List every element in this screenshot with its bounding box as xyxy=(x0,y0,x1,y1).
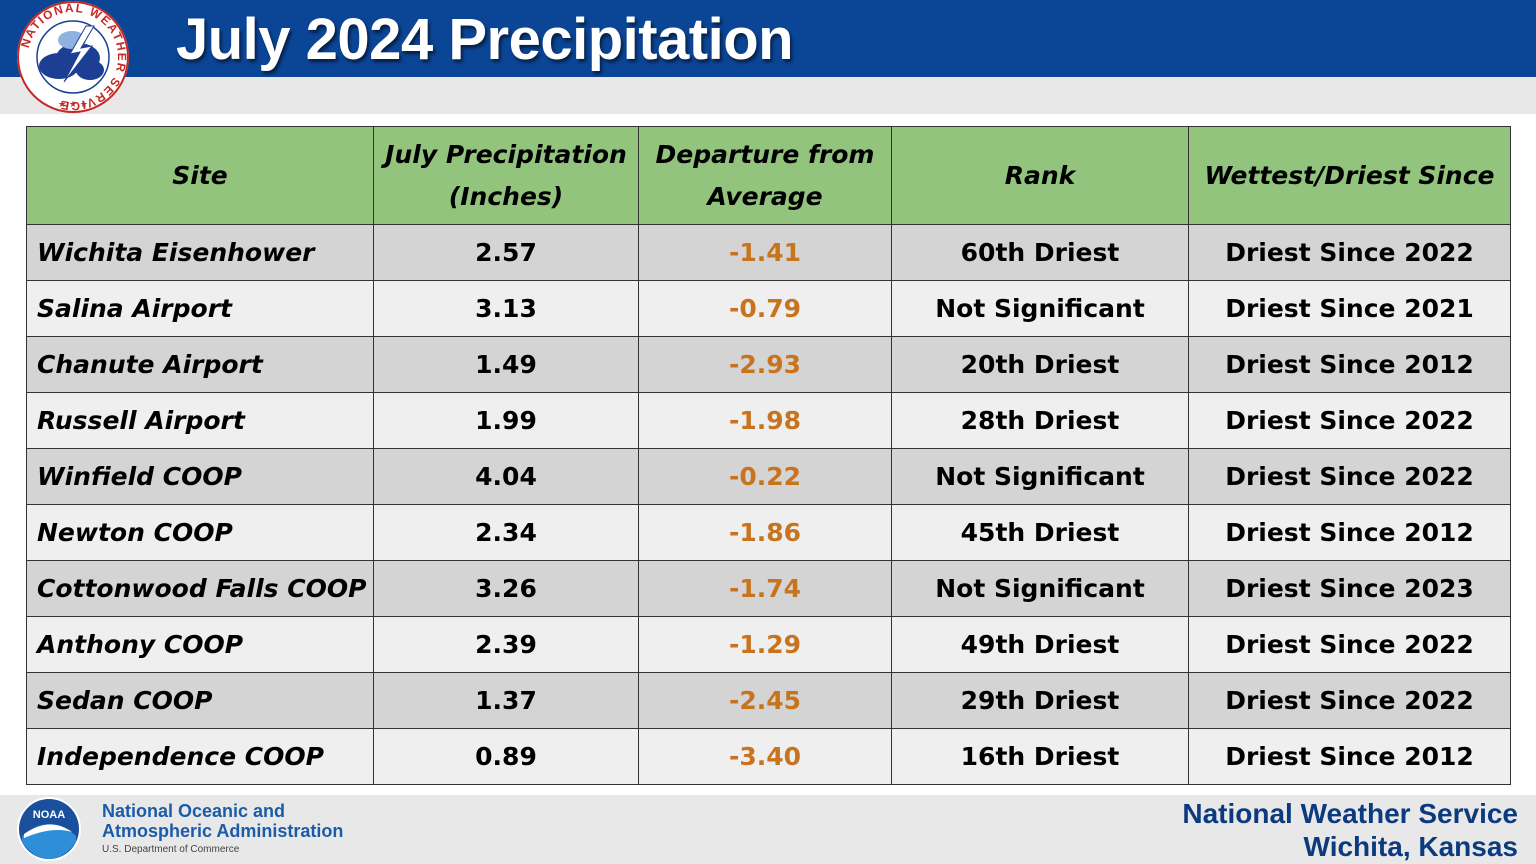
rank-cell: Not Significant xyxy=(891,448,1189,505)
since-cell: Driest Since 2012 xyxy=(1188,728,1511,785)
site-cell: Independence COOP xyxy=(26,728,374,785)
noaa-logo-icon: NOAA xyxy=(17,797,81,861)
column-header-rank: Rank xyxy=(891,126,1189,225)
column-header-departure: Departure from Average xyxy=(638,126,892,225)
precipitation-cell: 0.89 xyxy=(373,728,639,785)
precipitation-cell: 2.39 xyxy=(373,616,639,673)
site-cell: Wichita Eisenhower xyxy=(26,224,374,281)
noaa-name-line1: National Oceanic and xyxy=(102,801,286,821)
rank-cell: Not Significant xyxy=(891,280,1189,337)
nws-logo-icon: NATIONAL WEATHER SERVICE ★ ★ ★ xyxy=(17,1,129,113)
office-name-line1: National Weather Service xyxy=(1182,798,1518,829)
svg-text:NOAA: NOAA xyxy=(33,809,65,821)
table-row: Chanute Airport 1.49 -2.93 20th Driest D… xyxy=(26,336,1511,393)
site-cell: Sedan COOP xyxy=(26,672,374,729)
footer-bar xyxy=(0,795,1536,864)
site-cell: Winfield COOP xyxy=(26,448,374,505)
table-row: Cottonwood Falls COOP 3.26 -1.74 Not Sig… xyxy=(26,560,1511,617)
departure-cell: -1.29 xyxy=(638,616,892,673)
table-row: Salina Airport 3.13 -0.79 Not Significan… xyxy=(26,280,1511,337)
departure-cell: -2.45 xyxy=(638,672,892,729)
rank-cell: 16th Driest xyxy=(891,728,1189,785)
table-row: Russell Airport 1.99 -1.98 28th Driest D… xyxy=(26,392,1511,449)
table-row: Wichita Eisenhower 2.57 -1.41 60th Dries… xyxy=(26,224,1511,281)
rank-cell: 28th Driest xyxy=(891,392,1189,449)
rank-cell: 20th Driest xyxy=(891,336,1189,393)
rank-cell: 45th Driest xyxy=(891,504,1189,561)
noaa-name: National Oceanic and Atmospheric Adminis… xyxy=(102,801,343,841)
departure-cell: -2.93 xyxy=(638,336,892,393)
precipitation-table-container: Site July Precipitation (Inches) Departu… xyxy=(26,126,1511,785)
rank-cell: 49th Driest xyxy=(891,616,1189,673)
since-cell: Driest Since 2021 xyxy=(1188,280,1511,337)
svg-text:★ ★ ★: ★ ★ ★ xyxy=(58,100,88,110)
precipitation-cell: 1.49 xyxy=(373,336,639,393)
table-header-row: Site July Precipitation (Inches) Departu… xyxy=(26,126,1511,225)
header-strip xyxy=(0,77,1536,114)
column-header-site: Site xyxy=(26,126,374,225)
since-cell: Driest Since 2022 xyxy=(1188,224,1511,281)
since-cell: Driest Since 2022 xyxy=(1188,672,1511,729)
since-cell: Driest Since 2012 xyxy=(1188,336,1511,393)
office-location: Wichita, Kansas xyxy=(1303,831,1518,862)
table-row: Winfield COOP 4.04 -0.22 Not Significant… xyxy=(26,448,1511,505)
table-row: Newton COOP 2.34 -1.86 45th Driest Dries… xyxy=(26,504,1511,561)
precipitation-cell: 4.04 xyxy=(373,448,639,505)
header-bar xyxy=(0,0,1536,77)
precipitation-cell: 3.13 xyxy=(373,280,639,337)
since-cell: Driest Since 2023 xyxy=(1188,560,1511,617)
column-header-precipitation: July Precipitation (Inches) xyxy=(373,126,639,225)
precipitation-cell: 1.37 xyxy=(373,672,639,729)
site-cell: Cottonwood Falls COOP xyxy=(26,560,374,617)
precipitation-cell: 2.57 xyxy=(373,224,639,281)
departure-cell: -1.41 xyxy=(638,224,892,281)
noaa-department: U.S. Department of Commerce xyxy=(102,844,240,855)
precipitation-table: Site July Precipitation (Inches) Departu… xyxy=(26,126,1511,785)
departure-cell: -1.98 xyxy=(638,392,892,449)
page-title: July 2024 Precipitation xyxy=(176,7,794,72)
noaa-name-line2: Atmospheric Administration xyxy=(102,821,344,841)
departure-cell: -3.40 xyxy=(638,728,892,785)
precipitation-cell: 3.26 xyxy=(373,560,639,617)
rank-cell: 60th Driest xyxy=(891,224,1189,281)
precipitation-cell: 2.34 xyxy=(373,504,639,561)
office-name: National Weather Service Wichita, Kansas xyxy=(1182,797,1518,863)
column-header-since: Wettest/Driest Since xyxy=(1188,126,1511,225)
rank-cell: Not Significant xyxy=(891,560,1189,617)
departure-cell: -0.79 xyxy=(638,280,892,337)
site-cell: Russell Airport xyxy=(26,392,374,449)
since-cell: Driest Since 2022 xyxy=(1188,616,1511,673)
since-cell: Driest Since 2022 xyxy=(1188,448,1511,505)
departure-cell: -1.86 xyxy=(638,504,892,561)
departure-cell: -1.74 xyxy=(638,560,892,617)
since-cell: Driest Since 2022 xyxy=(1188,392,1511,449)
departure-cell: -0.22 xyxy=(638,448,892,505)
site-cell: Newton COOP xyxy=(26,504,374,561)
rank-cell: 29th Driest xyxy=(891,672,1189,729)
table-row: Sedan COOP 1.37 -2.45 29th Driest Driest… xyxy=(26,672,1511,729)
since-cell: Driest Since 2012 xyxy=(1188,504,1511,561)
site-cell: Salina Airport xyxy=(26,280,374,337)
site-cell: Chanute Airport xyxy=(26,336,374,393)
table-row: Independence COOP 0.89 -3.40 16th Driest… xyxy=(26,728,1511,785)
precipitation-cell: 1.99 xyxy=(373,392,639,449)
table-row: Anthony COOP 2.39 -1.29 49th Driest Drie… xyxy=(26,616,1511,673)
site-cell: Anthony COOP xyxy=(26,616,374,673)
